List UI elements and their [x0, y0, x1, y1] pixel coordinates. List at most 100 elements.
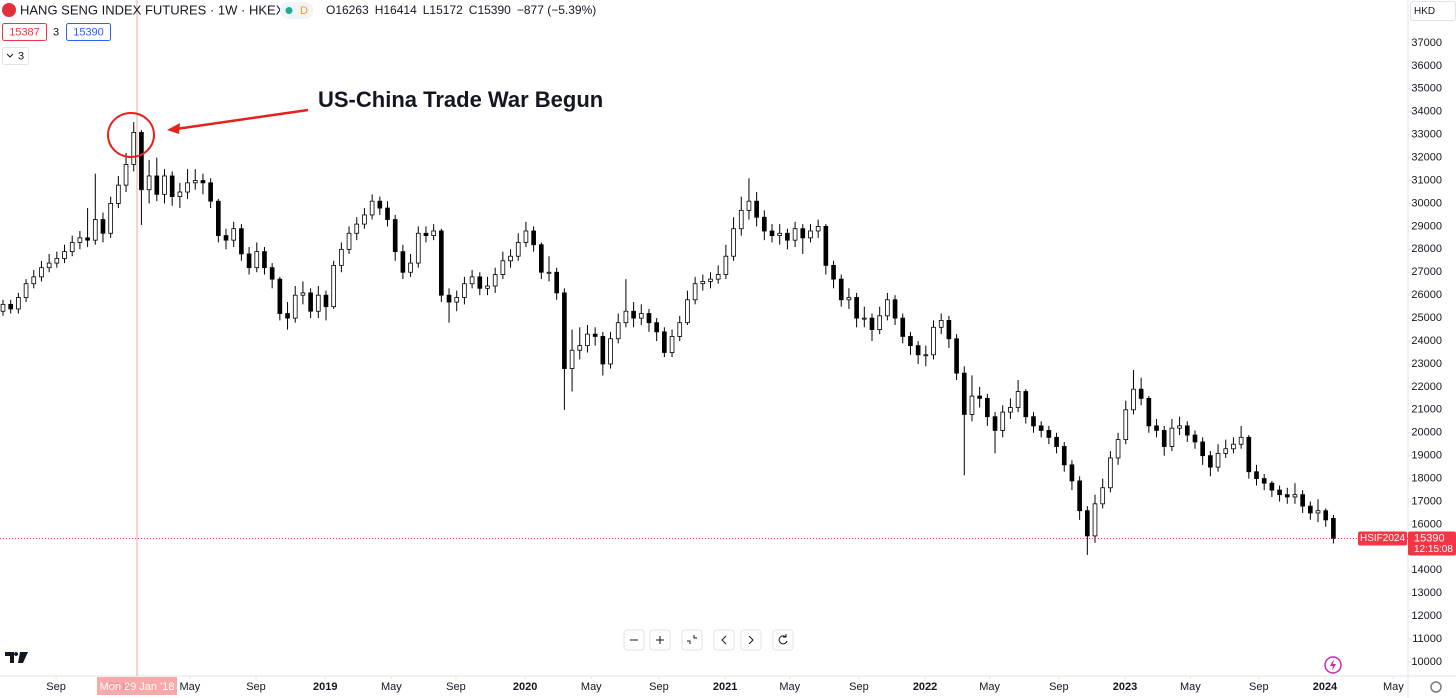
arrow-head: [167, 123, 180, 134]
symbol-label-box: [1358, 531, 1407, 546]
lightning-button[interactable]: [1324, 656, 1342, 674]
status-badge: D: [300, 5, 308, 17]
scroll-right[interactable]: [740, 629, 762, 651]
icon: [778, 634, 788, 645]
candle-body: [1038, 425, 1044, 431]
candle-body: [354, 223, 360, 234]
x-tick-label: 2023: [1113, 681, 1137, 693]
candle-body: [1108, 457, 1113, 489]
price-label-box: [1408, 531, 1456, 556]
candle-body: [992, 416, 998, 431]
candle-body: [100, 219, 106, 234]
reset-scale[interactable]: [681, 629, 703, 651]
annotation-arrow: [175, 108, 309, 131]
candle-body: [216, 200, 221, 236]
candle-body: [1154, 425, 1159, 431]
candle-body: [408, 262, 413, 273]
candle-body: [762, 216, 767, 232]
candle-body: [1138, 388, 1144, 399]
y-tick-label: 36000: [1411, 60, 1442, 72]
candle-body: [638, 313, 644, 319]
tv-logo: [5, 652, 28, 663]
candle-body: [1238, 436, 1244, 445]
candle-body: [208, 182, 213, 202]
countdown: 12:15:08: [1414, 544, 1453, 555]
candle-body: [423, 232, 429, 236]
x-tick-label: 2024: [1313, 681, 1338, 693]
candle-body: [1169, 427, 1175, 447]
candle-body: [308, 292, 313, 312]
candle-body: [1031, 416, 1036, 427]
ask-box[interactable]: [66, 23, 111, 41]
candle-body: [1177, 425, 1182, 429]
candle-body: [908, 336, 913, 347]
candle-body: [392, 219, 398, 253]
candle-body: [985, 397, 990, 418]
x-tick-label: May: [979, 681, 1000, 693]
candle-body: [662, 331, 667, 353]
candle-body: [177, 191, 183, 197]
candle-body: [1046, 430, 1052, 438]
bid-price: 15387: [9, 26, 40, 38]
candle-body: [339, 248, 344, 266]
candle-body: [46, 262, 52, 269]
candle-body: [1008, 407, 1013, 413]
candle-body: [116, 184, 121, 204]
candle-body: [385, 207, 390, 220]
spread: 3: [53, 26, 59, 38]
candle-body: [861, 317, 867, 320]
ohlc-legend: O16263 H16414 L15172 C15390 −877 (−5.39%): [326, 3, 596, 17]
candle-body: [1215, 452, 1221, 468]
candle-body: [323, 294, 329, 308]
reset-chart[interactable]: [772, 629, 794, 651]
candle-body: [808, 230, 813, 239]
candle-body: [615, 322, 621, 340]
x-tick-label: 2020: [513, 681, 537, 693]
candle-body: [869, 317, 875, 330]
y-tick-label: 29000: [1411, 220, 1442, 232]
candle-body: [346, 232, 352, 250]
candles: [0, 122, 1336, 555]
candle-body: [1061, 446, 1067, 466]
scroll-left[interactable]: [713, 629, 735, 651]
candle-body: [731, 228, 736, 257]
ohlc-value: C15390: [469, 3, 511, 17]
candle-body: [139, 132, 144, 191]
y-tick-label: 11000: [1412, 633, 1442, 645]
candle-body: [1084, 510, 1090, 537]
candle-body: [254, 251, 260, 269]
candle-body: [1292, 494, 1298, 498]
x-tick-label: May: [779, 681, 800, 693]
currency-label: HKD: [1414, 6, 1435, 17]
candle-body: [1023, 391, 1029, 418]
status-pill: [280, 2, 313, 19]
candle-body: [439, 230, 444, 296]
price-label: 15390: [1414, 532, 1445, 544]
candle-body: [1269, 482, 1275, 491]
candle-body: [823, 226, 829, 266]
y-tick-label: 14000: [1411, 564, 1442, 576]
x-tick-label: Sep: [849, 681, 869, 693]
studies-toggle[interactable]: [2, 47, 29, 65]
candle-body: [1100, 487, 1106, 505]
y-tick-label: 21000: [1411, 404, 1442, 416]
candle-body: [1331, 518, 1336, 539]
candle-body: [446, 294, 452, 303]
candle-body: [1161, 430, 1167, 447]
candle-body: [246, 253, 252, 269]
candle-body: [577, 345, 583, 351]
candle-body: [31, 276, 37, 285]
x-tick-label: May: [1383, 681, 1404, 693]
zoom-toolbar: [623, 629, 794, 651]
ask-price: 15390: [73, 26, 104, 38]
y-tick-label: 33000: [1411, 129, 1442, 141]
crosshair-date-box: [97, 677, 177, 695]
settings-button[interactable]: [1430, 681, 1442, 693]
candle-body: [1115, 439, 1121, 459]
bid-box[interactable]: [2, 23, 47, 41]
candle-body: [162, 175, 167, 195]
candle-body: [969, 395, 975, 415]
candle-body: [1277, 489, 1282, 496]
